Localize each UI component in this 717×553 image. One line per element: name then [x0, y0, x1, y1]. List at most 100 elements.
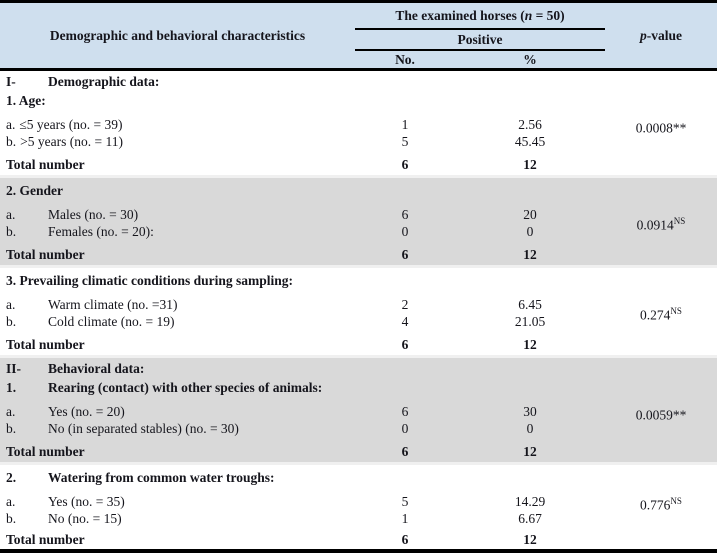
- row-prefix: b.: [6, 421, 17, 436]
- cell-no: 5: [401, 134, 409, 149]
- total-label: Total number: [0, 437, 355, 464]
- row-text: Males (no. = 30): [48, 207, 139, 222]
- cell-no: 6: [401, 337, 409, 352]
- cell-pct: 12: [523, 157, 537, 172]
- row-text: ≤5 years (no. = 39): [19, 117, 123, 132]
- row-label: b. Cold climate (no. = 19): [0, 313, 355, 330]
- section-subheading-row: 1. Rearing (contact) with other species o…: [0, 377, 717, 396]
- cell-no: 1: [401, 511, 409, 526]
- cell-no: 6: [401, 532, 409, 547]
- cell-pct: 0: [455, 223, 605, 240]
- section-heading-row: 2. Watering from common water troughs:: [0, 462, 717, 486]
- section-heading-row: II- Behavioral data:: [0, 355, 717, 377]
- section-subheading-row: 1. Age:: [0, 90, 717, 109]
- row-prefix: b.: [6, 224, 17, 239]
- cell-pvalue: 0.0059**: [605, 396, 717, 437]
- row-label: a. ≤5 years (no. = 39): [0, 109, 355, 133]
- row-prefix: a.: [6, 297, 16, 312]
- table-row: a. Yes (no. = 20) 6 30 0.0059**: [0, 396, 717, 437]
- row-prefix: a.: [6, 117, 16, 132]
- section-heading-row: I- Demographic data:: [0, 70, 717, 91]
- row-prefix: a.: [6, 207, 16, 222]
- cell-no: 6: [355, 396, 455, 420]
- section-heading: 2. Watering from common water troughs:: [0, 462, 717, 486]
- table-row: a. Warm climate (no. =31) 2 6.45 0.274NS: [0, 289, 717, 322]
- total-row: Total number 6 12: [0, 527, 717, 549]
- col-header-pvalue: p-value: [605, 1, 717, 70]
- cell-pvalue: 0.0008**: [635, 120, 687, 136]
- cell-pvalue: 0.776NS: [640, 496, 682, 513]
- section-heading: II- Behavioral data:: [0, 355, 717, 377]
- section-behavioral-rearing: II- Behavioral data: 1. Rearing (contact) …: [0, 355, 717, 464]
- cell-no: 5: [401, 494, 409, 509]
- row-text: No (no. = 15): [48, 511, 122, 526]
- section-heading-row: 2. Gender: [0, 175, 717, 199]
- heading-number: I-: [6, 74, 16, 89]
- total-row: Total number 6 12: [0, 150, 717, 177]
- section-subheading: 1. Rearing (contact) with other species o…: [0, 377, 717, 396]
- cell-pct: 6.45: [518, 297, 542, 312]
- section-watering: 2. Watering from common water troughs: a.…: [0, 462, 717, 550]
- total-label: Total number: [0, 240, 355, 267]
- cell-no: 0: [355, 420, 455, 437]
- heading-number: 1.: [6, 380, 17, 395]
- pvalue-superscript: NS: [670, 305, 682, 316]
- row-text: >5 years (no. = 11): [20, 134, 123, 149]
- row-label: b. Females (no. = 20):: [0, 223, 355, 240]
- table-header: Demographic and behavioral characteristi…: [0, 1, 717, 70]
- row-label: a. Males (no. = 30): [0, 199, 355, 223]
- total-row: Total number 6 12: [0, 330, 717, 357]
- cell-no: 6: [355, 199, 455, 223]
- section-heading: 3. Prevailing climatic conditions during…: [0, 265, 717, 289]
- total-row: Total number 6 12: [0, 240, 717, 267]
- cell-pct: 12: [523, 337, 537, 352]
- row-prefix: b.: [6, 134, 17, 149]
- row-text: Warm climate (no. =31): [48, 297, 178, 312]
- cell-no: 6: [355, 437, 455, 464]
- cell-pvalue-empty: [605, 240, 717, 267]
- heading-text: Rearing (contact) with other species of …: [48, 380, 323, 395]
- pvalue-superscript: NS: [670, 496, 682, 506]
- section-climatic-conditions: 3. Prevailing climatic conditions during…: [0, 265, 717, 357]
- cell-pvalue-empty: [605, 330, 717, 357]
- section-gender: 2. Gender a. Males (no. = 30) 6 20 0.0914…: [0, 175, 717, 267]
- row-prefix: a.: [6, 494, 16, 509]
- cell-pvalue: 0.0914NS: [605, 199, 717, 240]
- cell-pvalue: 0.274NS: [640, 305, 682, 323]
- total-label: Total number: [6, 532, 85, 547]
- cell-pvalue-empty: [605, 437, 717, 464]
- section-demographic-age: I- Demographic data: 1. Age: a. ≤5 years (…: [0, 70, 717, 177]
- section-heading: I- Demographic data:: [0, 70, 717, 91]
- col-header-characteristics: Demographic and behavioral characteristi…: [0, 1, 355, 70]
- col-header-positive: Positive: [355, 29, 605, 51]
- cell-no: 6: [355, 240, 455, 267]
- row-text: Yes (no. = 20): [48, 404, 125, 419]
- cell-pct: 45.45: [514, 134, 546, 149]
- table-row: b. Females (no. = 20): 0 0: [0, 223, 717, 240]
- cell-pct: 6.67: [518, 511, 542, 526]
- cell-pct: 20: [455, 199, 605, 223]
- row-text: Cold climate (no. = 19): [48, 314, 175, 329]
- table-row: a. Yes (no. = 35) 5 14.29 0.776NS: [0, 486, 717, 513]
- row-label: a. Yes (no. = 20): [0, 396, 355, 420]
- table-row: b. No (in separated stables) (no. = 30) 0…: [0, 420, 717, 437]
- cell-no: 0: [355, 223, 455, 240]
- cell-pvalue-empty: [605, 150, 717, 177]
- table-row: a. Males (no. = 30) 6 20 0.0914NS: [0, 199, 717, 240]
- cell-pct: 21.05: [514, 314, 546, 329]
- col-header-examined-horses: The examined horses (n = 50): [355, 1, 605, 30]
- table-row: a. ≤5 years (no. = 39) 1 2.56 0.0008**: [0, 109, 717, 136]
- heading-text: Watering from common water troughs:: [48, 470, 275, 485]
- row-text: No (in separated stables) (no. = 30): [48, 421, 239, 436]
- table-row: b. Cold climate (no. = 19) 4 21.05: [0, 313, 717, 330]
- total-row: Total number 6 12: [0, 437, 717, 464]
- cell-pvalue-empty: [605, 527, 717, 549]
- heading-text: Demographic data:: [48, 74, 160, 89]
- cell-pct: 12: [455, 437, 605, 464]
- cell-pct: 14.29: [514, 494, 546, 509]
- cell-pct: 12: [523, 532, 537, 547]
- section-subheading: 1. Age:: [6, 93, 46, 108]
- cell-pct: 12: [455, 240, 605, 267]
- heading-text: Behavioral data:: [48, 361, 145, 376]
